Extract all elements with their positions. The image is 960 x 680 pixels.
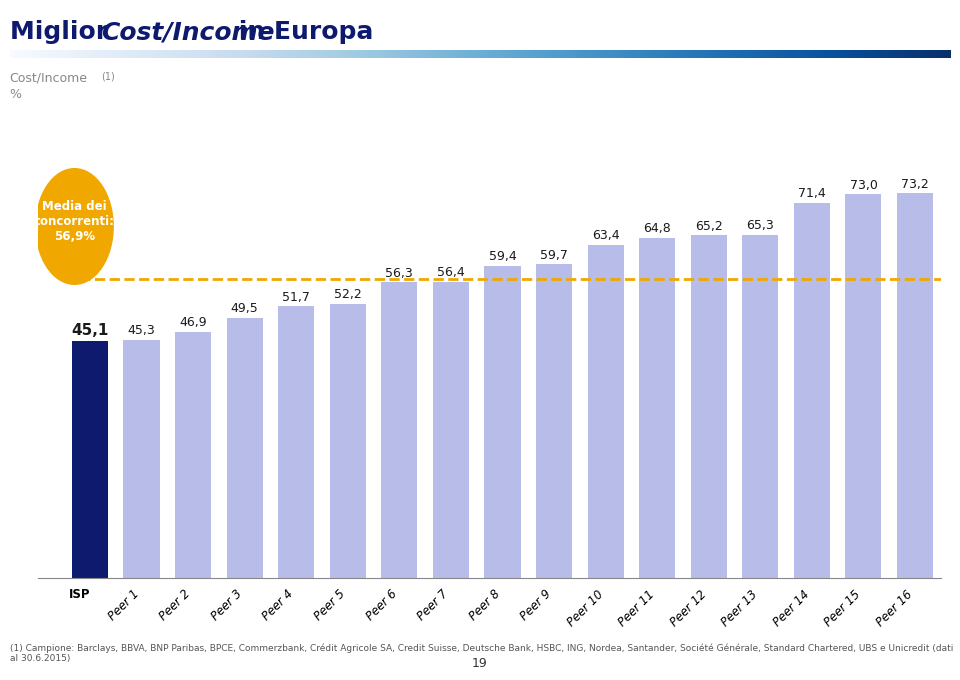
- Text: 73,0: 73,0: [850, 179, 877, 192]
- Text: 49,5: 49,5: [230, 303, 258, 316]
- Text: 71,4: 71,4: [798, 187, 826, 200]
- Text: 63,4: 63,4: [591, 229, 619, 242]
- Bar: [381, 282, 418, 578]
- Ellipse shape: [36, 169, 113, 284]
- Text: 65,2: 65,2: [695, 220, 723, 233]
- Text: 65,3: 65,3: [747, 219, 774, 233]
- Text: 46,9: 46,9: [180, 316, 207, 329]
- Bar: [329, 304, 366, 578]
- Bar: [72, 341, 108, 578]
- Text: %: %: [10, 88, 22, 101]
- Text: 56,3: 56,3: [386, 267, 413, 279]
- Bar: [588, 245, 624, 578]
- Bar: [485, 266, 520, 578]
- Bar: [433, 282, 469, 578]
- Text: 45,1: 45,1: [71, 324, 108, 339]
- Bar: [742, 235, 779, 578]
- Text: Cost/Income: Cost/Income: [10, 71, 87, 84]
- Text: 59,7: 59,7: [540, 249, 568, 262]
- Text: Miglior: Miglior: [10, 20, 116, 44]
- Text: 56,4: 56,4: [437, 266, 465, 279]
- Bar: [846, 194, 881, 578]
- Bar: [536, 265, 572, 578]
- Bar: [690, 235, 727, 578]
- Bar: [124, 340, 159, 578]
- Text: Cost/Income: Cost/Income: [101, 20, 275, 44]
- Text: 45,3: 45,3: [128, 324, 156, 337]
- Bar: [639, 237, 675, 578]
- Text: in Europa: in Europa: [230, 20, 373, 44]
- Text: 52,2: 52,2: [334, 288, 362, 301]
- Bar: [227, 318, 263, 578]
- Bar: [278, 306, 314, 578]
- Bar: [897, 193, 933, 578]
- Text: 51,7: 51,7: [282, 291, 310, 304]
- Text: 59,4: 59,4: [489, 250, 516, 263]
- Bar: [794, 203, 830, 578]
- Bar: [175, 332, 211, 578]
- Text: (1): (1): [101, 71, 114, 82]
- Text: 64,8: 64,8: [643, 222, 671, 235]
- Text: Media dei
concorrenti:
56,9%: Media dei concorrenti: 56,9%: [34, 200, 115, 243]
- Text: 19: 19: [472, 657, 488, 670]
- Text: (1) Campione: Barclays, BBVA, BNP Paribas, BPCE, Commerzbank, Crédit Agricole SA: (1) Campione: Barclays, BBVA, BNP Pariba…: [10, 643, 953, 663]
- Text: 73,2: 73,2: [901, 177, 929, 190]
